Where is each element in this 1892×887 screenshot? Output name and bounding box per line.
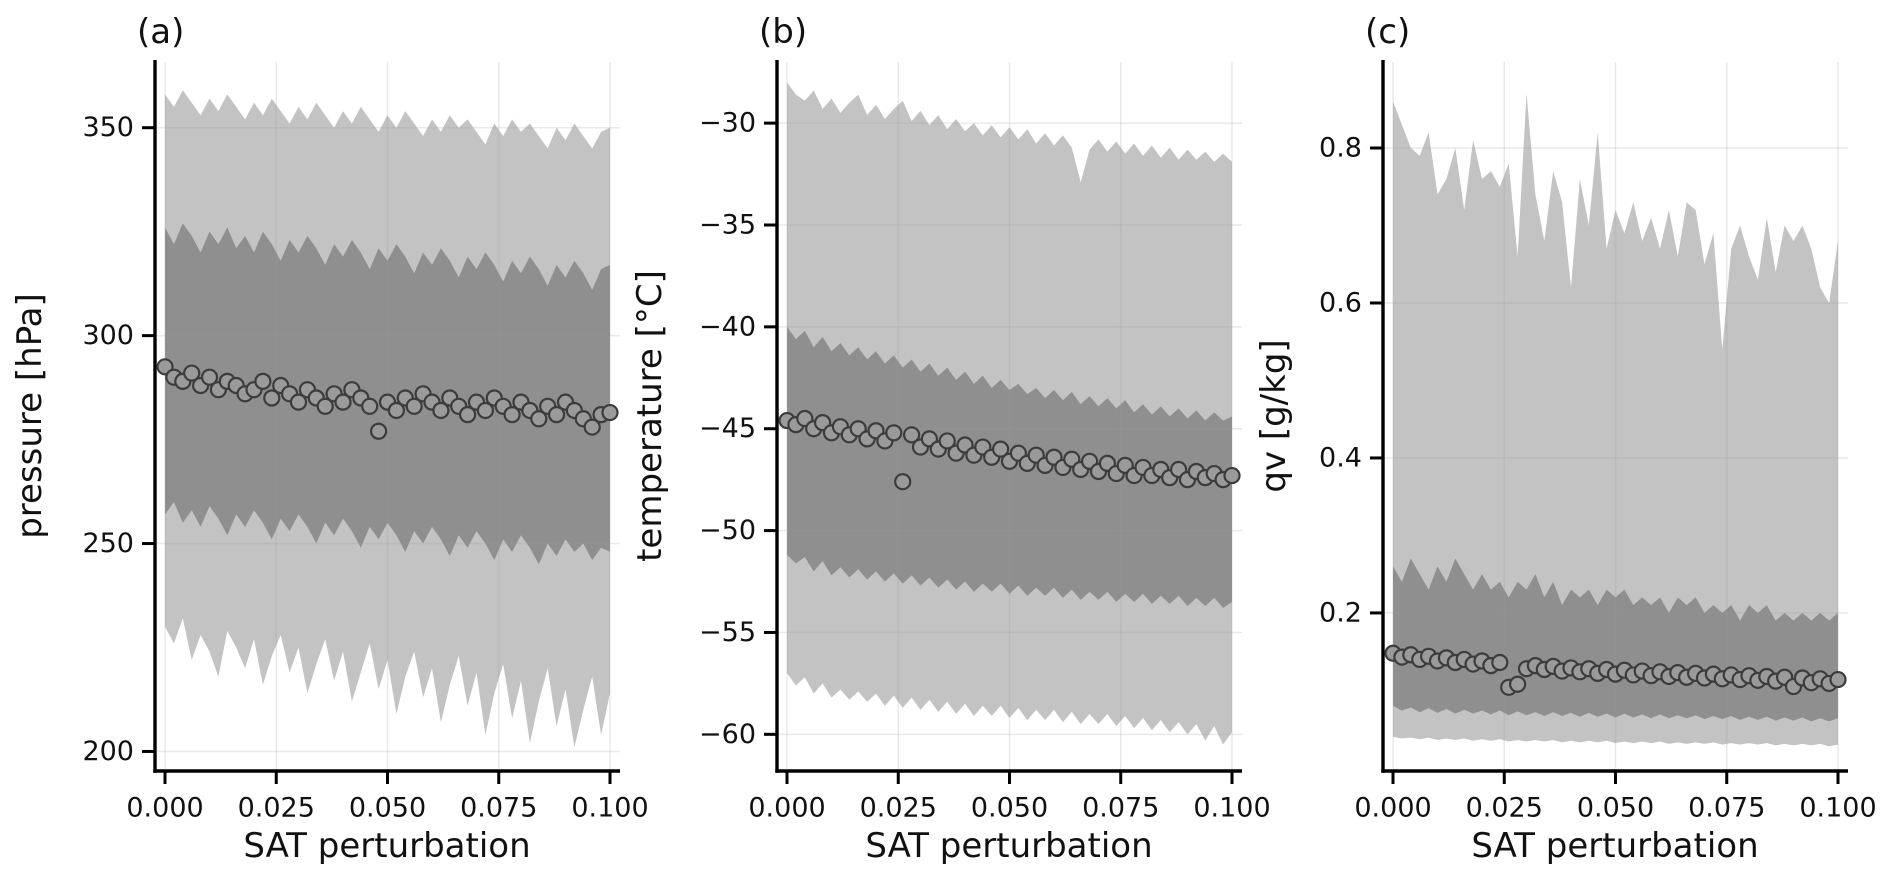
y-tick-label: −45 bbox=[699, 413, 756, 444]
panel-c-ylabel: qv [g/kg] bbox=[1254, 339, 1294, 493]
median-point bbox=[289, 393, 308, 411]
median-point bbox=[361, 397, 379, 415]
y-tick-label: 300 bbox=[82, 320, 134, 351]
panel-a-xlabel: SAT perturbation bbox=[243, 826, 531, 866]
median-point bbox=[370, 422, 388, 440]
x-tick-label: 0.075 bbox=[1082, 793, 1159, 824]
y-tick-label: 0.2 bbox=[1319, 597, 1362, 628]
median-point bbox=[316, 397, 334, 415]
y-tick-label: 0.8 bbox=[1319, 133, 1362, 164]
panel-c-title: (c) bbox=[1365, 12, 1411, 52]
x-tick-label: 0.075 bbox=[460, 793, 537, 824]
outer-band bbox=[1393, 93, 1838, 747]
y-tick-label: −55 bbox=[699, 617, 756, 648]
x-tick-label: 0.000 bbox=[126, 793, 203, 824]
x-tick-label: 0.100 bbox=[1799, 793, 1876, 824]
median-point bbox=[432, 401, 450, 420]
median-point bbox=[1829, 670, 1847, 689]
y-tick-label: −35 bbox=[699, 209, 756, 240]
x-tick-label: 0.100 bbox=[571, 793, 648, 824]
panel-c-xlabel: SAT perturbation bbox=[1471, 826, 1759, 866]
panel-a-title: (a) bbox=[137, 12, 185, 52]
median-point bbox=[938, 432, 956, 450]
y-tick-label: 350 bbox=[82, 112, 134, 143]
panel-b-xlabel: SAT perturbation bbox=[865, 826, 1153, 866]
median-point bbox=[458, 406, 477, 424]
median-point bbox=[583, 418, 601, 436]
panel-a-plot: 200 250 300 350 0.000 0.025 0.050 0.075 0.100 bbox=[82, 60, 649, 824]
x-tick-label: 0.075 bbox=[1688, 793, 1765, 824]
panel-c-plot: 0.2 0.4 0.6 0.8 0.000 0.025 0.050 0.075 0.100 bbox=[1319, 60, 1877, 824]
y-tick-label: 0.4 bbox=[1319, 442, 1362, 473]
median-point bbox=[894, 473, 912, 491]
y-tick-label: −40 bbox=[699, 311, 756, 342]
x-tick-label: 0.050 bbox=[971, 793, 1048, 824]
x-tick-label: 0.025 bbox=[238, 793, 315, 824]
median-point bbox=[992, 440, 1010, 458]
median-point bbox=[903, 426, 921, 444]
median-point bbox=[263, 389, 281, 407]
y-tick-label: 250 bbox=[82, 528, 134, 559]
y-tick-label: −50 bbox=[699, 515, 756, 546]
median-point bbox=[1491, 653, 1509, 672]
median-point bbox=[885, 424, 903, 442]
median-point bbox=[530, 410, 548, 428]
x-tick-label: 0.050 bbox=[1577, 793, 1654, 824]
median-point bbox=[476, 401, 494, 420]
y-tick-label: 0.6 bbox=[1319, 287, 1362, 318]
median-point bbox=[1509, 675, 1527, 693]
median-point bbox=[183, 364, 201, 382]
x-tick-label: 0.025 bbox=[860, 793, 937, 824]
panel-b-title: (b) bbox=[759, 12, 808, 52]
y-tick-label: −30 bbox=[699, 108, 756, 139]
median-point bbox=[547, 406, 566, 424]
x-tick-label: 0.000 bbox=[748, 793, 825, 824]
median-point bbox=[200, 368, 219, 386]
y-tick-label: 200 bbox=[82, 736, 134, 767]
median-point bbox=[405, 397, 423, 415]
median-point bbox=[1223, 466, 1241, 485]
median-point bbox=[334, 393, 352, 411]
median-point bbox=[387, 401, 405, 420]
x-tick-label: 0.025 bbox=[1466, 793, 1543, 824]
panel-b-plot: −30 −35 −40 −45 −50 −55 −60 0.000 0.025 0.050 0.07… bbox=[699, 60, 1271, 824]
x-tick-label: 0.100 bbox=[1193, 793, 1270, 824]
y-tick-label: −60 bbox=[699, 719, 756, 750]
median-point bbox=[503, 406, 521, 424]
x-tick-label: 0.050 bbox=[349, 793, 426, 824]
panel-b-ylabel: temperature [°C] bbox=[630, 270, 670, 562]
x-tick-label: 0.000 bbox=[1354, 793, 1431, 824]
median-point bbox=[601, 403, 619, 422]
panel-a-ylabel: pressure [hPa] bbox=[10, 293, 50, 539]
median-point bbox=[254, 372, 272, 390]
